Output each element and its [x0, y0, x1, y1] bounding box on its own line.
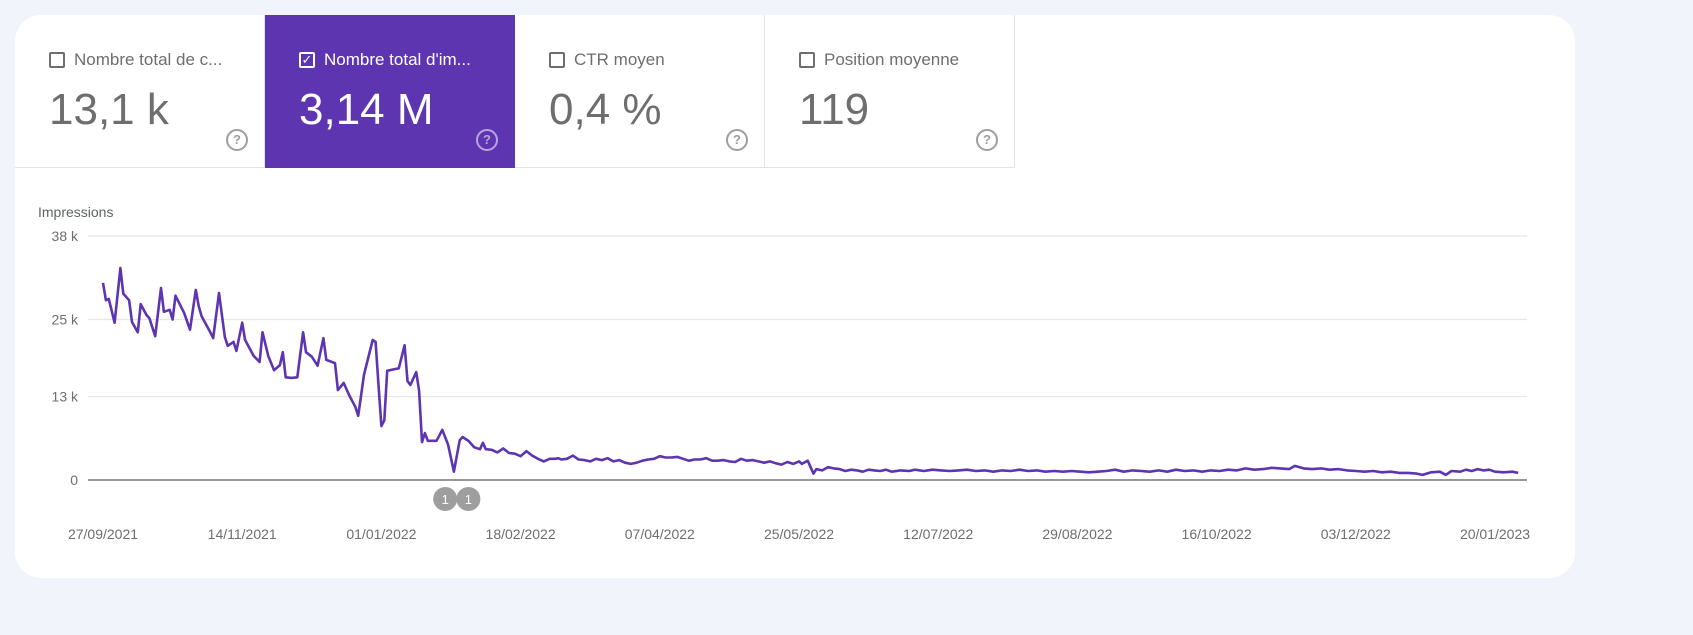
metric-label: Position moyenne: [824, 50, 960, 69]
y-axis-label: Impressions: [38, 204, 113, 220]
metric-label: CTR moyen: [574, 50, 665, 69]
metric-label: Nombre total de c...: [74, 50, 223, 69]
metric-tile-clicks[interactable]: Nombre total de c... 13,1 k ?: [15, 15, 265, 168]
metric-value: 0,4 %: [549, 85, 662, 134]
help-icon[interactable]: ?: [476, 129, 498, 151]
performance-card: Nombre total de c... 13,1 k ? ✓ Nombre to…: [15, 15, 1575, 578]
x-tick-label: 25/05/2022: [764, 526, 834, 542]
metric-label: Nombre total d'im...: [324, 50, 471, 69]
metric-tile-position[interactable]: Position moyenne 119 ?: [765, 15, 1015, 168]
x-tick-label: 07/04/2022: [625, 526, 695, 542]
y-tick-label: 38 k: [52, 228, 79, 244]
x-tick-label: 12/07/2022: [903, 526, 973, 542]
x-tick-label: 29/08/2022: [1042, 526, 1112, 542]
x-tick-label: 20/01/2023: [1460, 526, 1530, 542]
annotation-marker[interactable]: 1: [433, 487, 458, 511]
x-tick-label: 18/02/2022: [486, 526, 556, 542]
metric-value: 119: [799, 85, 870, 134]
x-tick-label: 27/09/2021: [68, 526, 138, 542]
checkbox-checked-icon[interactable]: ✓: [299, 52, 315, 68]
help-icon[interactable]: ?: [976, 129, 998, 151]
annotation-label: 1: [442, 492, 449, 507]
checkbox-unchecked-icon[interactable]: [799, 52, 815, 68]
x-tick-label: 03/12/2022: [1321, 526, 1391, 542]
y-tick-label: 0: [70, 472, 78, 488]
annotation-label: 1: [465, 492, 472, 507]
annotation-marker[interactable]: 1: [456, 487, 481, 511]
x-tick-label: 16/10/2022: [1182, 526, 1252, 542]
help-icon[interactable]: ?: [726, 129, 748, 151]
checkbox-unchecked-icon[interactable]: [549, 52, 565, 68]
help-icon[interactable]: ?: [226, 129, 248, 151]
impressions-series-line: [101, 266, 1519, 477]
y-tick-label: 13 k: [52, 389, 79, 405]
metric-tile-ctr[interactable]: CTR moyen 0,4 % ?: [515, 15, 765, 168]
x-tick-label: 14/11/2021: [208, 526, 277, 542]
y-tick-label: 25 k: [52, 311, 79, 327]
x-tick-label: 01/01/2022: [346, 526, 416, 542]
checkbox-unchecked-icon[interactable]: [49, 52, 65, 68]
metric-value: 3,14 M: [299, 85, 434, 134]
annotation-circle[interactable]: [433, 487, 458, 511]
metric-value: 13,1 k: [49, 85, 169, 134]
metric-tile-impressions[interactable]: ✓ Nombre total d'im... 3,14 M ?: [265, 15, 515, 168]
annotation-circle[interactable]: [456, 487, 481, 511]
